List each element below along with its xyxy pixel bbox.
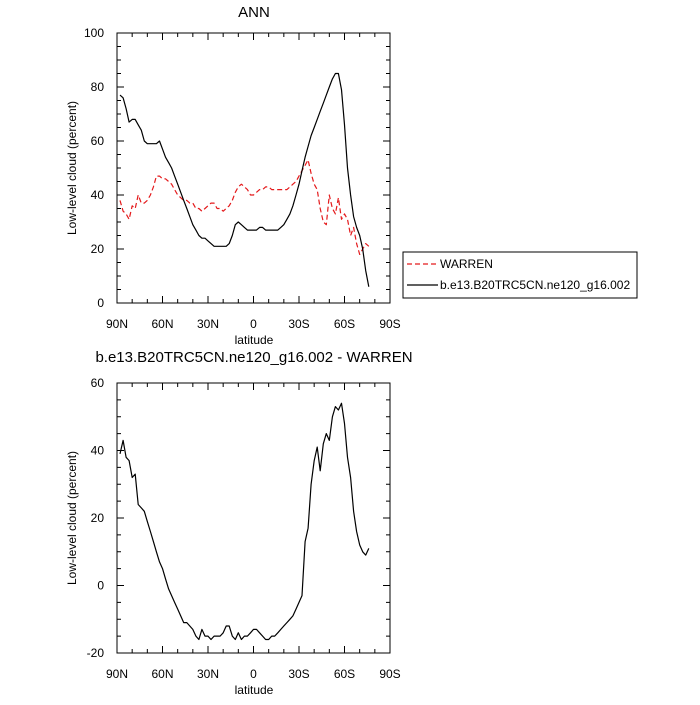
- bottom-y-ticks: -20 0 20 40 60: [87, 376, 390, 660]
- bottom-x-tick-label: 30S: [288, 667, 309, 681]
- bottom-plot-frame: [116, 382, 391, 654]
- top-y-tick-label: 40: [91, 188, 105, 202]
- top-x-ticks: 90N 60N 30N 0 30S 60S 90S: [106, 33, 401, 331]
- bottom-y-tick-label: 20: [91, 511, 105, 525]
- bottom-x-tick-label: 60N: [151, 667, 173, 681]
- bottom-y-axis-label: Low-level cloud (percent): [65, 451, 79, 585]
- top-x-tick-label: 90N: [106, 317, 128, 331]
- bottom-chart-title: b.e13.B20TRC5CN.ne120_g16.002 - WARREN: [95, 349, 412, 366]
- bottom-x-tick-label: 60S: [334, 667, 355, 681]
- bottom-x-tick-label: 0: [250, 667, 257, 681]
- top-y-tick-label: 0: [97, 296, 104, 310]
- legend-label-model: b.e13.B20TRC5CN.ne120_g16.002: [440, 278, 630, 292]
- top-series-line-1: [119, 72, 370, 287]
- bottom-x-ticks: 90N 60N 30N 0 30S 60S 90S: [106, 383, 401, 681]
- top-series-group: [119, 72, 370, 287]
- bottom-y-tick-label: 40: [91, 444, 105, 458]
- legend-label-warren: WARREN: [440, 257, 493, 271]
- bottom-panel: b.e13.B20TRC5CN.ne120_g16.002 - WARREN -…: [65, 349, 413, 697]
- bottom-series-group: [119, 402, 370, 641]
- bottom-y-tick-label: -20: [87, 646, 105, 660]
- bottom-x-axis-label: latitude: [235, 683, 274, 697]
- top-x-tick-label: 60S: [334, 317, 355, 331]
- top-y-tick-label: 60: [91, 134, 105, 148]
- top-x-tick-label: 60N: [151, 317, 173, 331]
- top-y-axis-label: Low-level cloud (percent): [65, 101, 79, 235]
- bottom-y-tick-label: 0: [97, 579, 104, 593]
- top-series-line-0: [119, 159, 370, 255]
- top-x-tick-label: 90S: [379, 317, 400, 331]
- legend: WARREN b.e13.B20TRC5CN.ne120_g16.002: [402, 251, 638, 299]
- bottom-series-line-0: [119, 402, 370, 641]
- legend-box: [402, 251, 638, 299]
- bottom-y-tick-label: 60: [91, 376, 105, 390]
- top-x-axis-label: latitude: [235, 333, 274, 347]
- top-y-tick-label: 100: [84, 26, 104, 40]
- top-panel: ANN 0 20 40 60 80 100 90N 60N 30N 0 30S 60S 90S lat…: [65, 4, 401, 347]
- bottom-x-tick-label: 30N: [197, 667, 219, 681]
- top-y-tick-label: 80: [91, 80, 105, 94]
- bottom-x-tick-label: 90N: [106, 667, 128, 681]
- top-x-tick-label: 30S: [288, 317, 309, 331]
- top-y-ticks: 0 20 40 60 80 100: [84, 26, 390, 310]
- top-y-tick-label: 20: [91, 242, 105, 256]
- top-plot-frame: [116, 32, 391, 304]
- top-x-tick-label: 0: [250, 317, 257, 331]
- bottom-x-tick-label: 90S: [379, 667, 400, 681]
- top-x-tick-label: 30N: [197, 317, 219, 331]
- top-chart-title: ANN: [238, 4, 270, 21]
